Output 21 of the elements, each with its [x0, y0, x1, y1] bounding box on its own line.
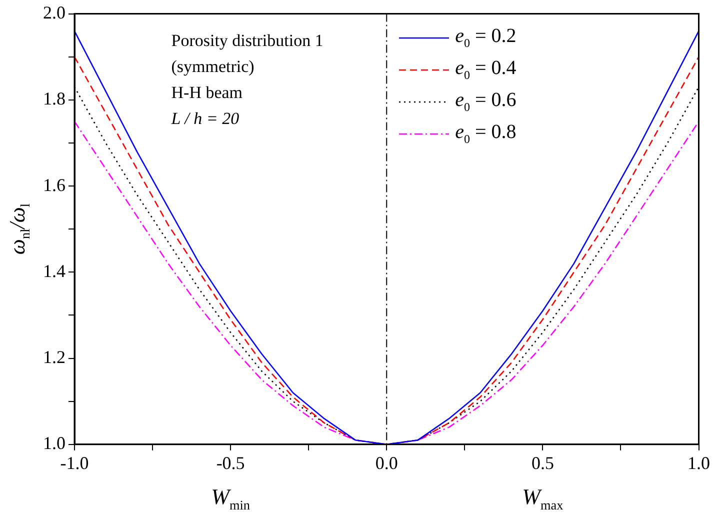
annotation: Porosity distribution 1 [171, 30, 324, 52]
x-tick-label: -0.5 [216, 452, 245, 473]
y-tick-label: 1.6 [43, 174, 66, 195]
text: W$_{max}$ [522, 484, 564, 514]
y-tick-label: 1.8 [43, 88, 66, 109]
legend-label: e$_{0}$ = 0.4 [455, 56, 516, 83]
legend-label: e$_{0}$ = 0.8 [455, 120, 516, 147]
x-tick-label: -1.0 [60, 452, 89, 473]
y-tick-label: 1.0 [43, 433, 66, 454]
x-tick-label: 1.0 [688, 452, 710, 473]
legend-label: e$_{0}$ = 0.6 [455, 88, 516, 115]
annotation: (symmetric) [171, 56, 256, 78]
x-axis-title: W$_{min}$ [211, 484, 250, 514]
legend-label: e$_{0}$ = 0.2 [455, 24, 516, 51]
x-tick-label: 0.0 [375, 452, 398, 473]
annotation: H-H beam [171, 82, 244, 104]
x-tick-label: 0.5 [531, 452, 554, 473]
y-tick-label: 1.2 [43, 347, 66, 368]
annotation: L / h = 20 [171, 108, 240, 130]
y-tick-label: 2.0 [43, 2, 66, 23]
y-tick-label: 1.4 [43, 260, 66, 281]
